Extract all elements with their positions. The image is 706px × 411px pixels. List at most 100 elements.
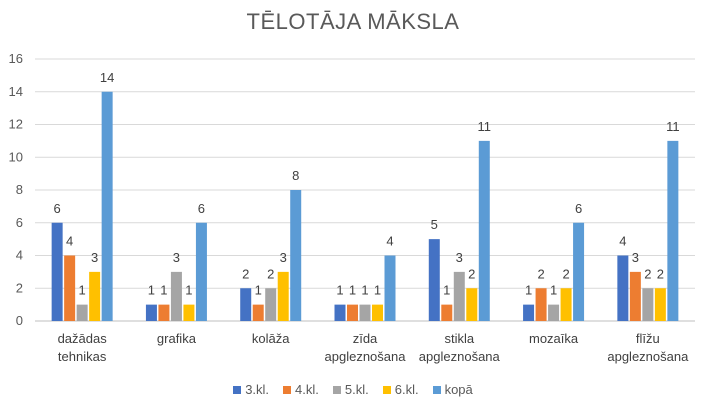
bar: [334, 304, 346, 321]
y-tick-label: 8: [16, 182, 23, 197]
x-category-label-line: apgleznošana: [325, 349, 407, 364]
data-label: 1: [336, 283, 343, 298]
bar: [642, 288, 654, 321]
data-label: 1: [525, 283, 532, 298]
x-category-label: stikla apgleznošana: [419, 331, 501, 364]
data-label: 6: [575, 201, 582, 216]
bar: [441, 304, 453, 321]
bar: [265, 288, 277, 321]
legend-item: 4.kl.: [283, 382, 319, 397]
data-label: 2: [657, 266, 664, 281]
bar: [347, 304, 358, 321]
data-label: 8: [292, 168, 299, 183]
y-tick-label: 12: [9, 117, 23, 132]
data-label: 2: [562, 266, 569, 281]
bar: [523, 304, 535, 321]
bar: [573, 222, 585, 321]
x-category-label-line: kolāža: [252, 331, 290, 346]
x-category-label-line: apgleznošana: [419, 349, 501, 364]
legend-item: 3.kl.: [233, 382, 269, 397]
data-label: 3: [280, 250, 287, 265]
legend-label: 6.kl.: [394, 382, 419, 397]
bar: [629, 271, 641, 321]
y-tick-label: 16: [9, 51, 23, 66]
data-label: 1: [255, 283, 262, 298]
x-category-label-line: apgleznošana: [607, 349, 689, 364]
bar: [535, 288, 547, 321]
bar: [560, 288, 572, 321]
legend-item: 6.kl.: [382, 382, 419, 397]
data-label: 3: [632, 250, 639, 265]
x-category-label-line: zīda: [353, 331, 378, 346]
legend-item: 5.kl.: [332, 382, 369, 397]
y-tick-label: 2: [16, 280, 23, 295]
x-category-label-line: dažādas: [58, 331, 108, 346]
data-label: 11: [478, 119, 492, 134]
data-label: 3: [91, 250, 98, 265]
data-label: 4: [386, 234, 393, 249]
data-label: 3: [456, 250, 463, 265]
legend-item: kopā: [432, 382, 473, 397]
bar: [290, 190, 302, 321]
legend-swatch: [432, 385, 441, 394]
data-label: 1: [550, 283, 557, 298]
x-category-label: dažādas tehnikas: [58, 331, 108, 364]
legend-swatch: [233, 385, 242, 394]
x-category-label: zīda apgleznošana: [325, 331, 407, 364]
data-label: 3: [173, 250, 180, 265]
data-label: 2: [242, 266, 249, 281]
data-label: 6: [54, 201, 61, 216]
chart-title: TĒLOTĀJA MĀKSLA: [246, 9, 460, 34]
data-label: 14: [100, 70, 114, 85]
data-label: 1: [374, 283, 381, 298]
chart-legend: 3.kl. 4.kl. 5.kl. 6.kl. kopā: [0, 382, 706, 397]
x-category-label-line: flīžu: [636, 331, 660, 346]
bar: [158, 304, 170, 321]
bar: [183, 304, 195, 321]
bar: [384, 255, 396, 321]
data-label: 1: [79, 283, 86, 298]
bar: [466, 288, 478, 321]
data-label: 1: [148, 283, 155, 298]
x-category-label: mozaīka: [529, 331, 579, 346]
bar: [478, 140, 490, 321]
x-category-label: grafika: [157, 331, 197, 346]
legend-swatch: [332, 385, 341, 394]
data-label: 2: [537, 266, 544, 281]
bar: [654, 288, 666, 321]
data-label: 2: [644, 266, 651, 281]
bar: [101, 91, 113, 321]
bar: [453, 271, 465, 321]
y-tick-label: 4: [16, 248, 23, 263]
bar: [195, 222, 207, 321]
y-tick-label: 14: [9, 84, 23, 99]
bar: [145, 304, 157, 321]
data-label: 2: [468, 266, 475, 281]
bar: [64, 255, 76, 321]
bar: [252, 304, 264, 321]
data-label: 2: [267, 266, 274, 281]
y-tick-label: 0: [16, 313, 23, 328]
bar: [76, 304, 88, 321]
data-label: 11: [666, 119, 680, 134]
data-label: 6: [198, 201, 205, 216]
y-tick-label: 6: [16, 215, 23, 230]
legend-swatch: [382, 385, 391, 394]
legend-label: 4.kl.: [295, 382, 319, 397]
data-label: 1: [443, 283, 450, 298]
data-label: 1: [361, 283, 368, 298]
x-category-label-line: tehnikas: [58, 349, 107, 364]
bar: [240, 288, 252, 321]
data-label: 1: [160, 283, 167, 298]
bar: [170, 271, 182, 321]
bar: [617, 255, 629, 321]
data-label: 1: [185, 283, 192, 298]
x-category-label-line: mozaīka: [529, 331, 579, 346]
bar: [548, 304, 560, 321]
x-category-label-line: stikla: [444, 331, 474, 346]
bar: [372, 304, 383, 321]
bar: [277, 271, 289, 321]
legend-label: kopā: [444, 382, 473, 397]
bar: [51, 222, 63, 321]
